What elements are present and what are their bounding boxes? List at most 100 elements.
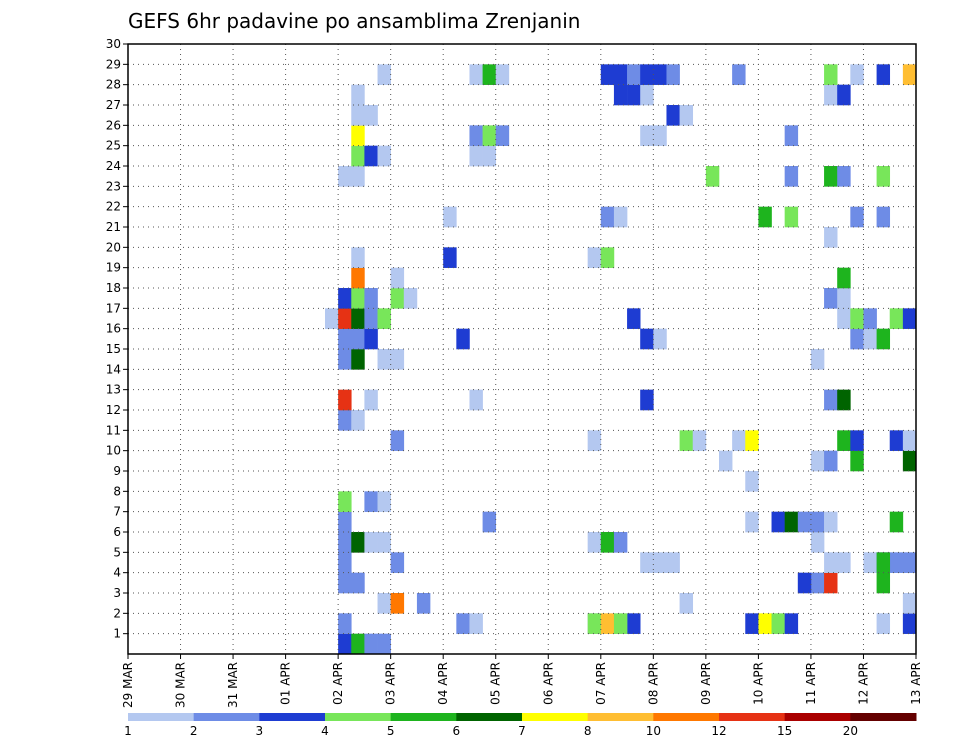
heatmap-cell bbox=[824, 166, 838, 187]
colorbar-swatch bbox=[456, 713, 523, 721]
y-tick-label: 21 bbox=[106, 220, 121, 234]
heatmap-cell bbox=[338, 389, 352, 411]
heatmap-cell bbox=[666, 64, 680, 85]
y-tick-label: 6 bbox=[113, 525, 121, 539]
colorbar-label: 7 bbox=[518, 724, 526, 738]
heatmap-cell bbox=[745, 471, 759, 492]
colorbar-swatch bbox=[653, 713, 720, 721]
heatmap-cell bbox=[364, 308, 378, 329]
heatmap-cell bbox=[495, 125, 510, 146]
x-tick-label: 03 APR bbox=[384, 662, 398, 705]
heatmap-cell bbox=[666, 105, 680, 126]
heatmap-cell bbox=[837, 84, 851, 106]
y-tick-label: 29 bbox=[106, 57, 121, 71]
y-tick-label: 17 bbox=[106, 301, 121, 315]
heatmap-cell bbox=[390, 349, 405, 370]
x-tick-label: 04 APR bbox=[436, 662, 450, 705]
colorbar: 1 2 3 4 5 6 7 8 10 12 15 20 bbox=[124, 713, 917, 738]
heatmap-cell bbox=[876, 328, 891, 350]
colorbar-label: 3 bbox=[256, 724, 264, 738]
heatmap-cell bbox=[364, 288, 378, 309]
heatmap-cell bbox=[902, 613, 917, 634]
colorbar-swatch bbox=[719, 713, 786, 721]
colorbar-label: 12 bbox=[711, 724, 726, 738]
heatmap-cell bbox=[640, 84, 654, 106]
y-tick-label: 19 bbox=[106, 261, 121, 275]
heatmap-cell bbox=[351, 125, 365, 146]
heatmap-cell bbox=[351, 267, 365, 289]
heatmap-cell bbox=[587, 613, 602, 634]
heatmap-cell bbox=[837, 389, 851, 411]
heatmap-cell bbox=[351, 349, 365, 370]
y-tick-label: 28 bbox=[106, 78, 121, 92]
y-tick-label: 4 bbox=[113, 566, 121, 580]
x-tick-label: 01 APR bbox=[279, 662, 293, 705]
y-tick-label: 25 bbox=[106, 139, 121, 153]
heatmap-cell bbox=[390, 593, 405, 614]
heatmap-cell bbox=[627, 613, 641, 634]
heatmap-cell bbox=[364, 328, 378, 350]
y-tick-label: 27 bbox=[106, 98, 121, 112]
y-tick-label: 11 bbox=[106, 423, 121, 437]
colorbar-label: 20 bbox=[843, 724, 858, 738]
heatmap-cell bbox=[613, 613, 628, 634]
heatmap-cell bbox=[679, 105, 694, 126]
heatmap-cell bbox=[850, 450, 864, 472]
heatmap-cell bbox=[640, 328, 654, 350]
x-tick-label: 30 MAR bbox=[174, 662, 188, 708]
heatmap-cell bbox=[640, 389, 654, 411]
heatmap-cell bbox=[745, 430, 759, 451]
heatmap-cell bbox=[364, 389, 378, 411]
heatmap-cell bbox=[587, 430, 602, 451]
heatmap-cell bbox=[732, 64, 746, 85]
heatmap-cell bbox=[824, 288, 838, 309]
colorbar-label: 2 bbox=[190, 724, 198, 738]
y-tick-label: 22 bbox=[106, 200, 121, 214]
heatmap-cell bbox=[338, 552, 352, 573]
heatmap-cell bbox=[338, 491, 352, 512]
heatmap-cell bbox=[600, 613, 615, 634]
heatmap-cell bbox=[824, 84, 838, 106]
heatmap-cell bbox=[837, 267, 851, 289]
heatmap-cell bbox=[850, 328, 864, 350]
y-tick-label: 14 bbox=[106, 362, 121, 376]
heatmap-cell bbox=[351, 84, 365, 106]
heatmap-cell bbox=[758, 613, 772, 634]
heatmap-cell bbox=[627, 84, 641, 106]
heatmap-cell bbox=[850, 64, 864, 85]
heatmap-cell bbox=[889, 430, 904, 451]
heatmap-cell bbox=[364, 532, 378, 553]
heatmap-cell bbox=[364, 491, 378, 512]
heatmap-cell bbox=[390, 267, 405, 289]
heatmap-cell bbox=[653, 64, 667, 85]
heatmap-cell bbox=[876, 166, 891, 187]
heatmap-cell bbox=[351, 572, 365, 594]
y-tick-label: 30 bbox=[106, 37, 121, 51]
heatmap-cell bbox=[902, 308, 917, 329]
heatmap-cell bbox=[902, 593, 917, 614]
chart-title: GEFS 6hr padavine po ansamblima Zrenjani… bbox=[128, 9, 580, 33]
heatmap-cell bbox=[364, 633, 378, 655]
heatmap-cell bbox=[784, 511, 799, 533]
heatmap-cell bbox=[810, 572, 825, 594]
heatmap-cell bbox=[889, 308, 904, 329]
x-tick-label: 02 APR bbox=[331, 662, 345, 705]
heatmap-cell bbox=[758, 206, 772, 228]
heatmap-cell bbox=[351, 633, 365, 655]
heatmap-cell bbox=[377, 349, 391, 370]
colorbar-swatch bbox=[128, 713, 195, 721]
heatmap-cell bbox=[600, 206, 615, 228]
heatmap-cell bbox=[351, 247, 365, 268]
x-tick-label: 10 APR bbox=[751, 662, 765, 705]
y-tick-label: 3 bbox=[113, 586, 121, 600]
heatmap-cell bbox=[810, 349, 825, 370]
heatmap-cell bbox=[640, 64, 654, 85]
heatmap-cell bbox=[627, 308, 641, 329]
heatmap-cell bbox=[613, 84, 628, 106]
gridlines bbox=[128, 44, 916, 654]
heatmap-cell bbox=[653, 125, 667, 146]
y-tick-label: 5 bbox=[113, 545, 121, 559]
heatmap-cell bbox=[364, 105, 378, 126]
y-tick-label: 1 bbox=[113, 627, 121, 641]
heatmap-cell bbox=[797, 511, 812, 533]
